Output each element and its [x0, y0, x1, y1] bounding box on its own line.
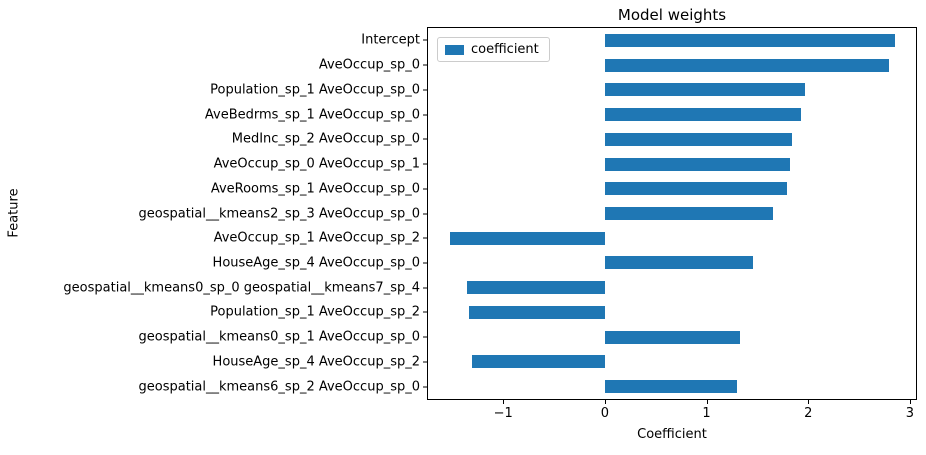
coefficient-bar — [450, 231, 605, 245]
y-tick-mark — [423, 163, 427, 165]
y-tick-mark — [423, 386, 427, 388]
y-tick-label: Population_sp_1 AveOccup_sp_2 — [210, 304, 420, 320]
y-tick-label: AveOccup_sp_1 AveOccup_sp_2 — [213, 230, 420, 246]
plot-area: coefficient — [427, 27, 917, 400]
x-tick-label: 1 — [702, 406, 711, 421]
bars-layer — [428, 28, 916, 399]
coefficient-bar — [466, 281, 605, 295]
coefficient-bar — [468, 305, 605, 319]
x-axis-label: Coefficient — [637, 427, 707, 442]
coefficient-bar — [604, 207, 773, 220]
coefficient-bar — [604, 182, 787, 196]
chart-title: Model weights — [617, 6, 727, 24]
y-tick-mark — [423, 213, 427, 214]
coefficient-bar — [604, 157, 790, 171]
legend: coefficient — [437, 37, 550, 62]
y-tick-label: Population_sp_1 AveOccup_sp_0 — [210, 82, 420, 98]
y-tick-mark — [423, 336, 427, 338]
y-tick-mark — [423, 311, 427, 313]
y-tick-label: MedInc_sp_2 AveOccup_sp_0 — [231, 131, 420, 147]
x-tick-mark — [503, 400, 505, 404]
x-tick-label: 0 — [600, 406, 610, 421]
y-tick-mark — [423, 64, 427, 66]
x-tick-mark — [909, 400, 911, 404]
legend-swatch — [445, 44, 464, 55]
x-tick-label: 3 — [905, 406, 915, 421]
y-tick-mark — [423, 114, 427, 116]
y-tick-label: HouseAge_sp_4 AveOccup_sp_0 — [212, 255, 420, 271]
y-tick-mark — [423, 39, 427, 41]
y-tick-label: AveRooms_sp_1 AveOccup_sp_0 — [210, 181, 420, 197]
y-tick-mark — [423, 361, 427, 363]
coefficient-bar — [604, 83, 806, 97]
y-axis-label: Feature — [6, 188, 22, 238]
x-tick-mark — [808, 400, 810, 404]
y-tick-label: AveOccup_sp_0 AveOccup_sp_1 — [213, 156, 420, 172]
y-tick-label: geospatial__kmeans0_sp_0 geospatial__kme… — [63, 280, 420, 296]
y-tick-mark — [423, 89, 427, 91]
y-tick-label: HouseAge_sp_4 AveOccup_sp_2 — [212, 354, 420, 370]
y-tick-label: geospatial__kmeans2_sp_3 AveOccup_sp_0 — [138, 206, 421, 221]
coefficient-bar — [604, 58, 889, 72]
y-tick-label: geospatial__kmeans0_sp_1 AveOccup_sp_0 — [138, 329, 421, 345]
coefficient-bar — [604, 330, 741, 344]
y-tick-mark — [423, 287, 427, 289]
y-tick-label: AveOccup_sp_0 — [318, 57, 420, 73]
coefficient-bar — [471, 355, 605, 369]
y-tick-label: geospatial__kmeans6_sp_2 AveOccup_sp_0 — [138, 379, 421, 395]
y-tick-mark — [423, 138, 427, 140]
coefficient-bar — [604, 33, 895, 47]
coefficient-bar — [604, 256, 754, 270]
x-tick-mark — [706, 400, 708, 404]
x-tick-label: −1 — [493, 406, 513, 421]
x-tick-label: 2 — [804, 406, 813, 421]
x-tick-mark — [604, 400, 606, 404]
coefficient-bar — [604, 380, 738, 394]
coefficient-bar — [604, 132, 792, 146]
legend-label: coefficient — [471, 42, 539, 57]
y-tick-mark — [423, 237, 427, 239]
y-tick-mark — [423, 188, 427, 190]
coefficient-bar — [604, 108, 802, 122]
y-tick-label: Intercept — [361, 32, 420, 48]
y-tick-label: AveBedrms_sp_1 AveOccup_sp_0 — [204, 107, 420, 123]
y-tick-mark — [423, 262, 427, 264]
